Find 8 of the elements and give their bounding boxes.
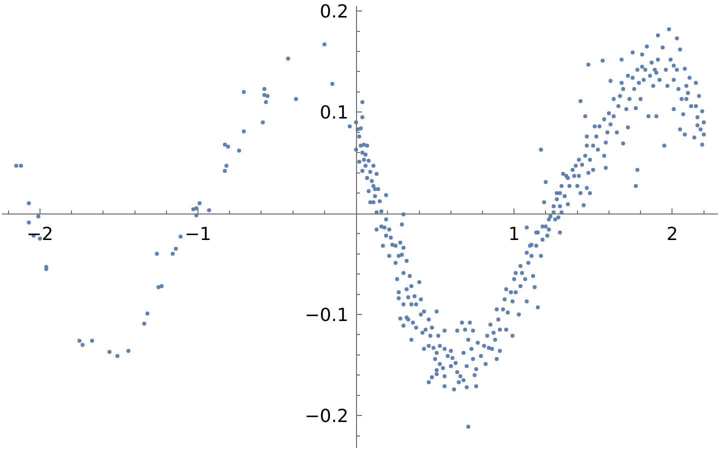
x-tick-label: 1 bbox=[508, 224, 520, 245]
x-tick-label: −2 bbox=[26, 224, 54, 245]
y-tick-label: −0.1 bbox=[304, 304, 348, 326]
y-tick-label: 0.2 bbox=[320, 1, 348, 22]
y-tick-label: 0.1 bbox=[320, 102, 348, 124]
y-tick-label: −0.2 bbox=[304, 406, 348, 427]
x-tick-label: −1 bbox=[184, 224, 212, 245]
x-tick-label: 2 bbox=[666, 224, 678, 245]
